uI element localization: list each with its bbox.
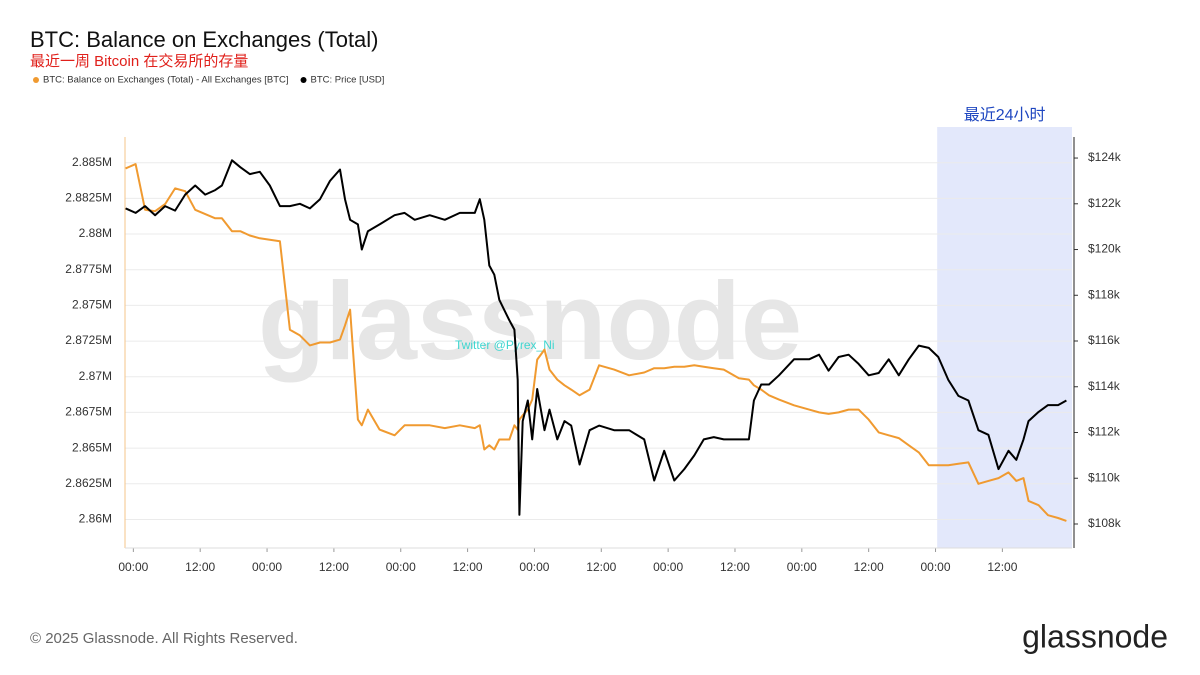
logo: glassnode (1022, 618, 1168, 654)
y-tick-label: 2.88M (79, 226, 112, 240)
series-line (125, 159, 1067, 516)
x-tick-label: 12:00 (720, 560, 750, 574)
watermark: glassnode (258, 260, 802, 383)
y2-tick-label: $124k (1088, 150, 1122, 164)
y2-tick-label: $120k (1088, 242, 1122, 256)
y-tick-label: 2.865M (72, 440, 112, 454)
y2-tick-label: $116k (1088, 333, 1121, 347)
y-tick-label: 2.8825M (65, 191, 112, 205)
y2-tick-label: $110k (1088, 470, 1121, 484)
y-tick-label: 2.8775M (65, 262, 112, 276)
x-tick-label: 00:00 (787, 560, 817, 574)
chart-title: BTC: Balance on Exchanges (Total) (30, 27, 379, 52)
plot-background (125, 127, 1072, 548)
chart-subtitle: 最近一周 Bitcoin 在交易所的存量 (30, 52, 248, 70)
x-tick-label: 00:00 (653, 560, 683, 574)
series-line (125, 163, 1067, 522)
y-tick-label: 2.875M (72, 298, 112, 312)
x-tick-label: 00:00 (252, 560, 282, 574)
y-tick-label: 2.8625M (65, 476, 112, 490)
x-tick-label: 12:00 (854, 560, 884, 574)
y-tick-label: 2.86M (79, 512, 112, 526)
x-tick-label: 00:00 (519, 560, 549, 574)
y-tick-label: 2.8725M (65, 333, 112, 347)
x-tick-label: 00:00 (118, 560, 148, 574)
y2-tick-label: $114k (1088, 379, 1121, 393)
y-tick-label: 2.8675M (65, 405, 112, 419)
y2-tick-label: $122k (1088, 196, 1122, 210)
y2-tick-label: $118k (1088, 287, 1121, 301)
annotation: Twitter @Pyrex_Ni (455, 338, 555, 352)
x-tick-label: 00:00 (386, 560, 416, 574)
x-tick-label: 00:00 (921, 560, 951, 574)
legend-marker (33, 77, 39, 83)
legend: BTC: Balance on Exchanges (Total) - All … (33, 75, 384, 86)
highlight-band (937, 127, 1072, 548)
y-tick-label: 2.87M (79, 369, 112, 383)
y2-tick-label: $112k (1088, 425, 1121, 439)
x-tick-label: 12:00 (987, 560, 1017, 574)
highlight-label: 最近24小时 (964, 106, 1046, 124)
legend-marker (300, 77, 307, 83)
y-tick-label: 2.885M (72, 155, 112, 169)
legend-label: BTC: Balance on Exchanges (Total) - All … (43, 75, 289, 86)
x-tick-label: 12:00 (586, 560, 616, 574)
legend-label: BTC: Price [USD] (311, 75, 385, 86)
x-tick-label: 12:00 (319, 560, 349, 574)
y2-tick-label: $108k (1088, 516, 1122, 530)
x-tick-label: 12:00 (453, 560, 483, 574)
x-tick-label: 12:00 (185, 560, 215, 574)
copyright: © 2025 Glassnode. All Rights Reserved. (30, 630, 298, 647)
